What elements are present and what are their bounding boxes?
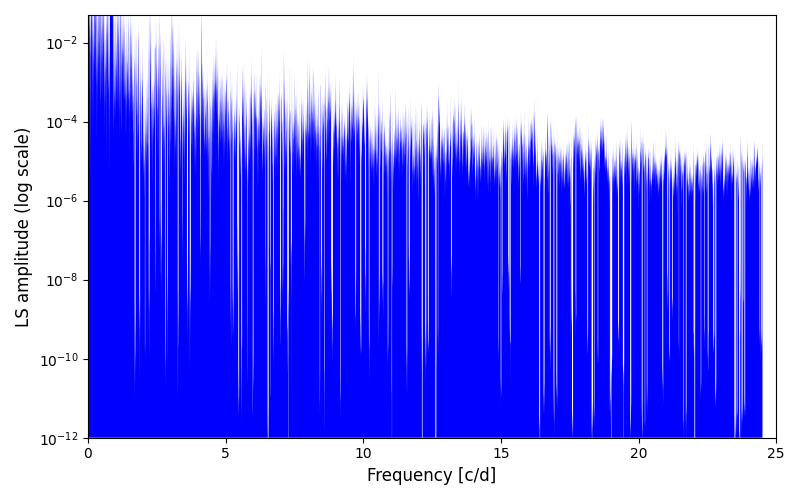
Y-axis label: LS amplitude (log scale): LS amplitude (log scale) — [15, 126, 33, 326]
X-axis label: Frequency [c/d]: Frequency [c/d] — [367, 467, 497, 485]
